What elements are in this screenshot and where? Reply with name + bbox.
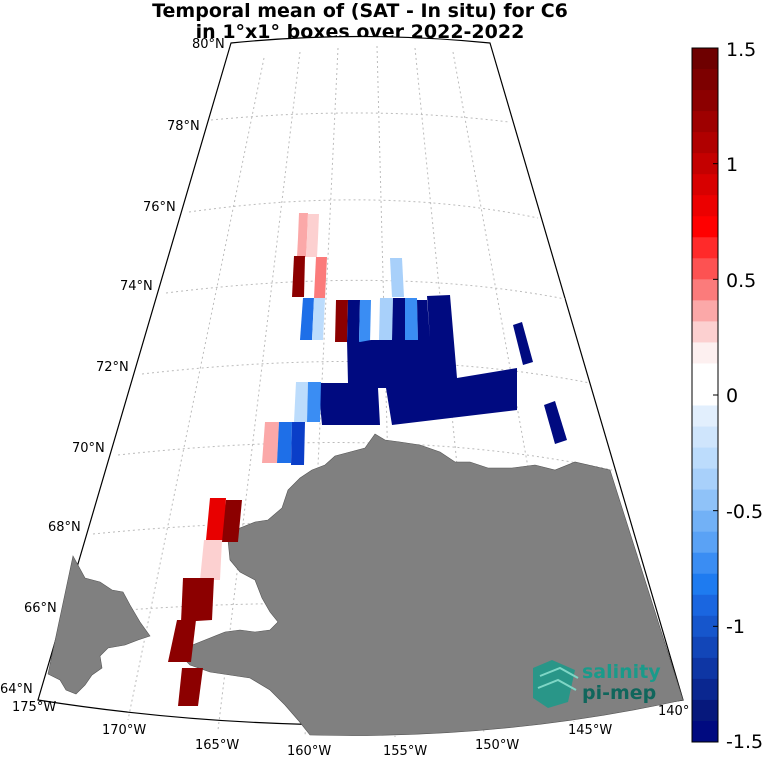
colorbar-segment xyxy=(692,363,718,385)
map-title-line2: in 1°x1° boxes over 2022-2022 xyxy=(195,21,525,43)
chukotka-landmass xyxy=(47,555,151,695)
lat-label: 66°N xyxy=(24,601,57,616)
colorbar-segment xyxy=(692,132,718,154)
lon-label: 165°W xyxy=(195,738,239,753)
colorbar-segment xyxy=(692,384,718,407)
colorbar-segment xyxy=(692,510,718,533)
colorbar-segment xyxy=(692,321,718,343)
colorbar-segment xyxy=(692,678,718,701)
colorbar-segment xyxy=(692,195,718,217)
colorbar-segments xyxy=(692,48,718,743)
lon-label: 175°W xyxy=(12,700,56,715)
salinity-pimep-logo: salinity pi-mep xyxy=(533,660,661,708)
colorbar-segment xyxy=(692,594,718,617)
lon-label: 150°W xyxy=(475,738,519,753)
colorbar xyxy=(691,47,719,743)
lat-label: 70°N xyxy=(72,441,105,456)
colorbar-segment xyxy=(692,615,718,638)
colorbar-tick-label: -1 xyxy=(726,616,745,638)
colorbar-segment xyxy=(692,48,718,70)
colorbar-tick-label: 0 xyxy=(726,385,739,407)
colorbar-segment xyxy=(692,447,718,470)
colorbar-tick-label: -0.5 xyxy=(726,501,762,523)
colorbar-segment xyxy=(692,531,718,554)
data-box xyxy=(298,213,308,238)
latitude-labels: 80°N 78°N 76°N 74°N 72°N 70°N 68°N 66°N … xyxy=(0,37,225,697)
colorbar-tick-label: 1 xyxy=(726,154,739,176)
colorbar-tick-label: -1.5 xyxy=(726,731,762,753)
lat-label: 78°N xyxy=(167,119,200,134)
data-boxes xyxy=(168,213,567,706)
colorbar-segment xyxy=(692,405,718,428)
alaska-landmass xyxy=(179,433,684,736)
colorbar-segment xyxy=(692,174,718,196)
colorbar-segment xyxy=(692,552,718,575)
colorbar-segment xyxy=(692,279,718,301)
colorbar-segment xyxy=(692,90,718,112)
colorbar-segment xyxy=(692,468,718,491)
lon-label: 170°W xyxy=(102,723,146,738)
lat-label: 72°N xyxy=(96,360,129,375)
colorbar-segment xyxy=(692,258,718,280)
colorbar-segment xyxy=(692,342,718,364)
colorbar-segment xyxy=(692,426,718,449)
colorbar-segment xyxy=(692,69,718,91)
lat-label: 64°N xyxy=(0,682,33,697)
lon-label: 140° xyxy=(658,704,689,719)
logo-text-line2: pi-mep xyxy=(582,682,656,704)
colorbar-segment xyxy=(692,720,718,743)
colorbar-ticks xyxy=(713,47,718,743)
lat-label: 74°N xyxy=(120,279,153,294)
logo-text-line1: salinity xyxy=(582,661,661,683)
longitude-labels: 175°W 170°W 165°W 160°W 155°W 150°W 145°… xyxy=(12,700,689,759)
colorbar-segment xyxy=(692,300,718,322)
colorbar-segment xyxy=(692,573,718,596)
lat-label: 68°N xyxy=(48,520,81,535)
lat-label: 80°N xyxy=(192,37,225,52)
colorbar-segment xyxy=(692,657,718,680)
colorbar-segment xyxy=(692,216,718,238)
colorbar-segment xyxy=(692,237,718,259)
colorbar-segment xyxy=(692,111,718,133)
colorbar-tick-label: 1.5 xyxy=(726,39,757,61)
lon-label: 160°W xyxy=(287,744,331,759)
colorbar-segment xyxy=(692,699,718,722)
lon-label: 155°W xyxy=(383,744,427,759)
lat-label: 76°N xyxy=(143,200,176,215)
lon-label: 145°W xyxy=(568,723,612,738)
colorbar-tick-label: 0.5 xyxy=(726,270,757,292)
colorbar-segment xyxy=(692,489,718,512)
colorbar-segment xyxy=(692,153,718,175)
map-title-line1: Temporal mean of (SAT - In situ) for C6 xyxy=(152,0,568,22)
colorbar-segment xyxy=(692,636,718,659)
